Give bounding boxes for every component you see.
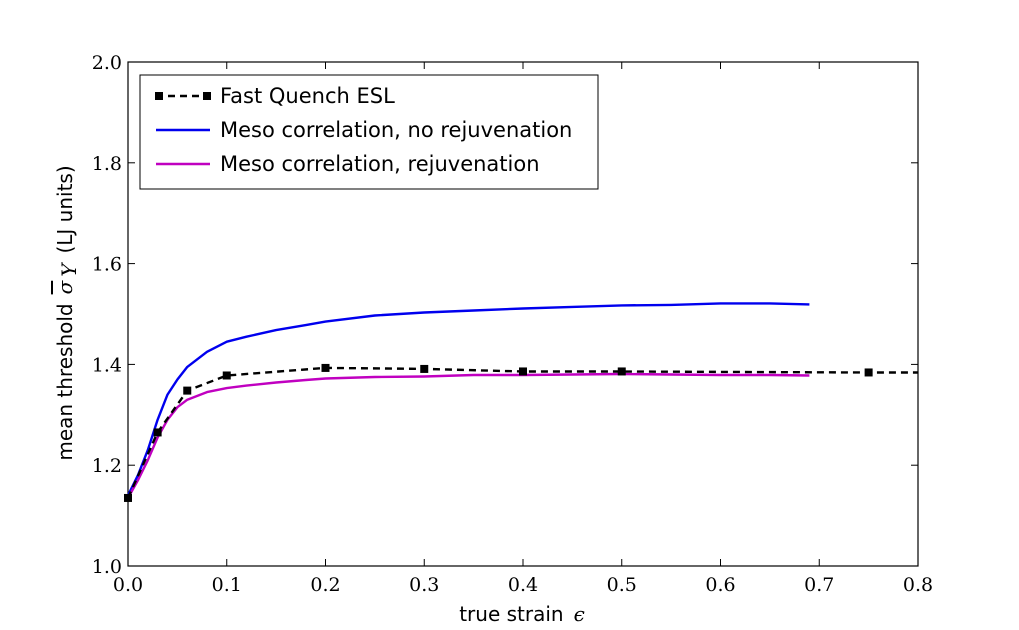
data-point-marker <box>420 364 429 373</box>
x-tick-label: 0.5 <box>607 574 637 596</box>
y-tick-label: 1.4 <box>92 354 122 376</box>
y-tick-label: 1.6 <box>92 254 122 276</box>
y-axis-label-subscript: Y <box>57 262 81 277</box>
data-point-marker <box>617 367 626 376</box>
data-point-marker <box>864 368 873 377</box>
y-axis-label-symbol: σ <box>53 279 77 294</box>
x-axis-label: true strain ϵ <box>459 602 585 626</box>
x-tick-label: 0.2 <box>310 574 340 596</box>
y-tick-label: 1.8 <box>92 153 122 175</box>
y-axis-label-prefix: mean threshold <box>53 303 77 460</box>
series-line-meso-correlation-rejuvenation <box>126 372 810 499</box>
x-axis-label-text: true strain <box>459 602 563 626</box>
x-tick-label: 0.0 <box>113 574 143 596</box>
legend-marker-fast-quench-1 <box>155 92 163 100</box>
data-point-marker <box>183 386 192 395</box>
legend-box <box>139 74 599 190</box>
y-axis-label: mean threshold σ Y (LJ units) <box>53 165 81 460</box>
data-point-marker <box>519 367 527 376</box>
legend-label-rejuvenation: Meso correlation, rejuvenation <box>220 152 540 176</box>
y-tick-label: 2.0 <box>92 52 122 74</box>
legend-label-fast-quench: Fast Quench ESL <box>220 84 395 108</box>
data-point-marker <box>321 363 330 372</box>
x-axis: 0.0 0.1 0.2 0.3 0.4 0.5 0.6 0.7 0.8 <box>113 62 933 596</box>
series-layer <box>124 302 918 502</box>
data-point-marker <box>153 428 162 437</box>
x-tick-label: 0.8 <box>903 574 933 596</box>
data-point-marker <box>222 371 231 380</box>
x-tick-label: 0.4 <box>508 574 538 596</box>
series-line-fast-quench-esl <box>126 366 918 499</box>
x-tick-label: 0.3 <box>409 574 439 596</box>
y-tick-label: 1.2 <box>92 455 122 477</box>
x-axis-label-symbol: ϵ <box>574 602 585 626</box>
x-tick-label: 0.7 <box>804 574 834 596</box>
x-tick-label: 0.6 <box>705 574 735 596</box>
y-axis: 1.0 1.2 1.4 1.6 1.8 2.0 <box>92 52 918 578</box>
series-line-meso-correlation-no-rejuvenation <box>126 302 810 496</box>
legend-marker-fast-quench-2 <box>203 92 211 100</box>
legend: Fast Quench ESL Meso correlation, no rej… <box>139 74 599 190</box>
data-point-marker <box>124 493 132 502</box>
legend-label-no-rejuvenation: Meso correlation, no rejuvenation <box>220 118 572 142</box>
x-tick-label: 0.1 <box>212 574 242 596</box>
y-tick-label: 1.0 <box>92 556 122 578</box>
y-axis-label-suffix: (LJ units) <box>53 165 77 253</box>
